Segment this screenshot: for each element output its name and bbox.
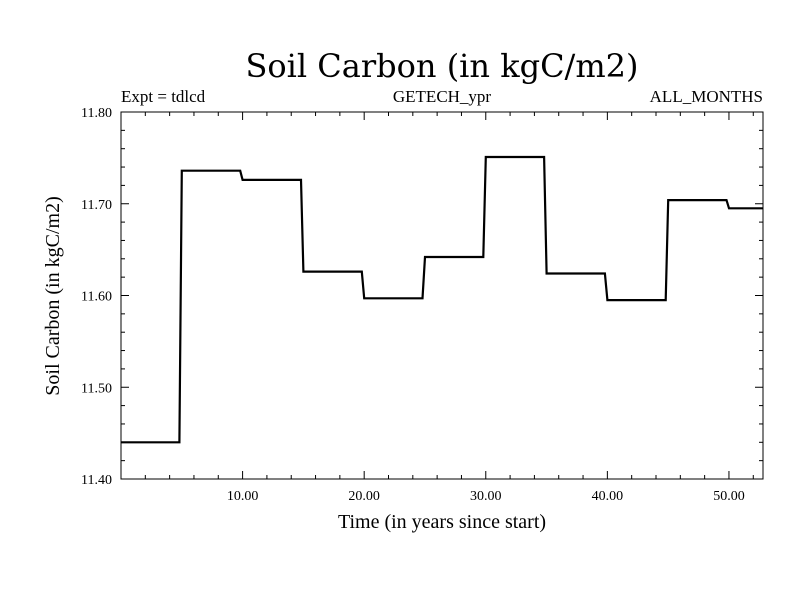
subtitle-center: GETECH_ypr [393, 87, 492, 106]
chart-title: Soil Carbon (in kgC/m2) [245, 47, 638, 85]
y-axis-label: Soil Carbon (in kgC/m2) [42, 196, 64, 395]
x-tick-label: 50.00 [713, 489, 745, 504]
x-tick-labels: 10.00 20.00 30.00 40.00 50.00 [227, 489, 745, 504]
subtitle-right: ALL_MONTHS [650, 87, 763, 106]
subtitle-left: Expt = tdlcd [121, 87, 206, 106]
y-tick-label: 11.70 [81, 198, 112, 213]
y-tick-label: 11.50 [81, 381, 112, 396]
x-tick-label: 30.00 [470, 489, 502, 504]
y-tick-label: 11.80 [81, 106, 112, 121]
y-tick-label: 11.40 [81, 473, 112, 488]
series-line [121, 155, 763, 444]
x-tick-label: 10.00 [227, 489, 259, 504]
y-tick-label: 11.60 [81, 290, 112, 305]
x-axis-label: Time (in years since start) [338, 511, 546, 533]
x-tick-label: 40.00 [592, 489, 624, 504]
x-tick-label: 20.00 [348, 489, 380, 504]
plot-frame [120, 111, 764, 480]
y-tick-labels: 11.40 11.50 11.60 11.70 11.80 [81, 106, 112, 488]
minor-ticks [121, 112, 763, 479]
